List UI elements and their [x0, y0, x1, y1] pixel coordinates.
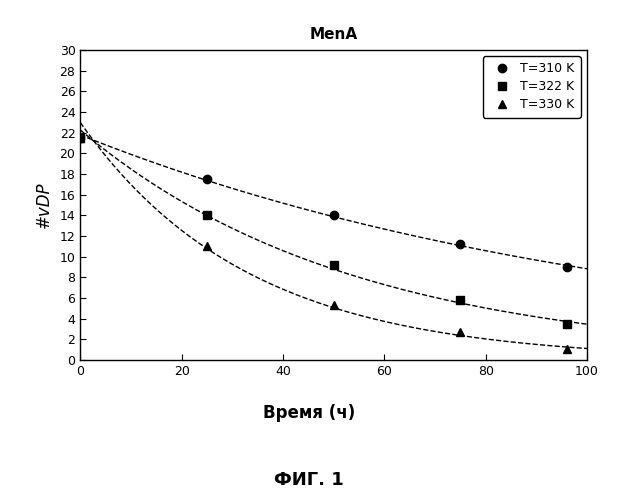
T=330 K [77, 135, 84, 141]
Line: T=310 K: T=310 K [76, 134, 571, 271]
T=330 K [203, 244, 211, 250]
Y-axis label: #vDP: #vDP [35, 182, 53, 228]
Text: ФИГ. 1: ФИГ. 1 [274, 471, 344, 489]
T=330 K [457, 329, 464, 335]
Title: MenA: MenA [310, 27, 358, 42]
T=310 K [330, 212, 337, 218]
T=310 K [563, 264, 570, 270]
T=330 K [563, 346, 570, 352]
T=322 K [563, 321, 570, 327]
T=310 K [203, 176, 211, 182]
T=310 K [457, 242, 464, 248]
T=310 K [77, 135, 84, 141]
Legend: T=310 K, T=322 K, T=330 K: T=310 K, T=322 K, T=330 K [483, 56, 581, 118]
Line: T=322 K: T=322 K [76, 134, 571, 328]
T=322 K [77, 135, 84, 141]
T=322 K [457, 297, 464, 303]
T=322 K [203, 212, 211, 218]
T=322 K [330, 262, 337, 268]
Text: Время (ч): Время (ч) [263, 404, 355, 421]
T=330 K [330, 302, 337, 308]
Line: T=330 K: T=330 K [76, 134, 571, 353]
